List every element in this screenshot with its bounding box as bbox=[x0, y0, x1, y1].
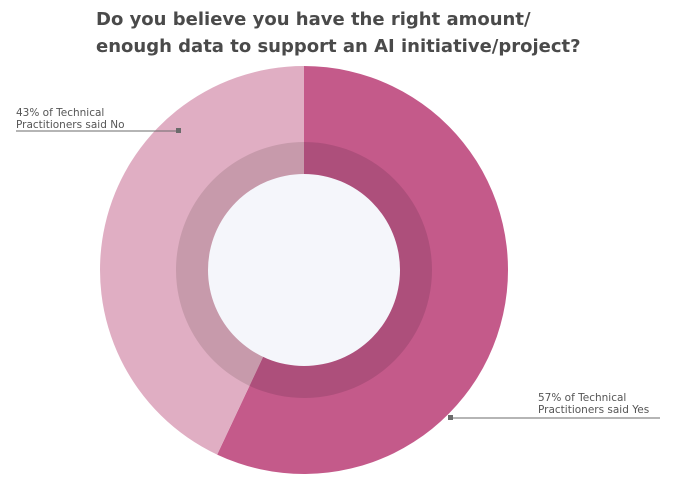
annotation-no-line-1: 43% of Technical bbox=[16, 107, 104, 119]
annotation-yes-line-1: 57% of Technical bbox=[538, 392, 626, 404]
donut-center-hole bbox=[208, 174, 400, 366]
annotation-no-marker bbox=[176, 128, 181, 133]
chart-title: Do you believe you have the right amount… bbox=[96, 6, 656, 60]
annotation-no: 43% of Technical Practitioners said No bbox=[16, 107, 181, 133]
annotation-no-line-2: Practitioners said No bbox=[16, 119, 125, 131]
chart-title-line-1: Do you believe you have the right amount… bbox=[96, 9, 531, 30]
annotation-yes-marker bbox=[448, 415, 453, 420]
annotation-yes: 57% of Technical Practitioners said Yes bbox=[448, 392, 660, 420]
annotation-yes-line-2: Practitioners said Yes bbox=[538, 404, 649, 416]
chart-title-line-2: enough data to support an AI initiative/… bbox=[96, 36, 581, 57]
